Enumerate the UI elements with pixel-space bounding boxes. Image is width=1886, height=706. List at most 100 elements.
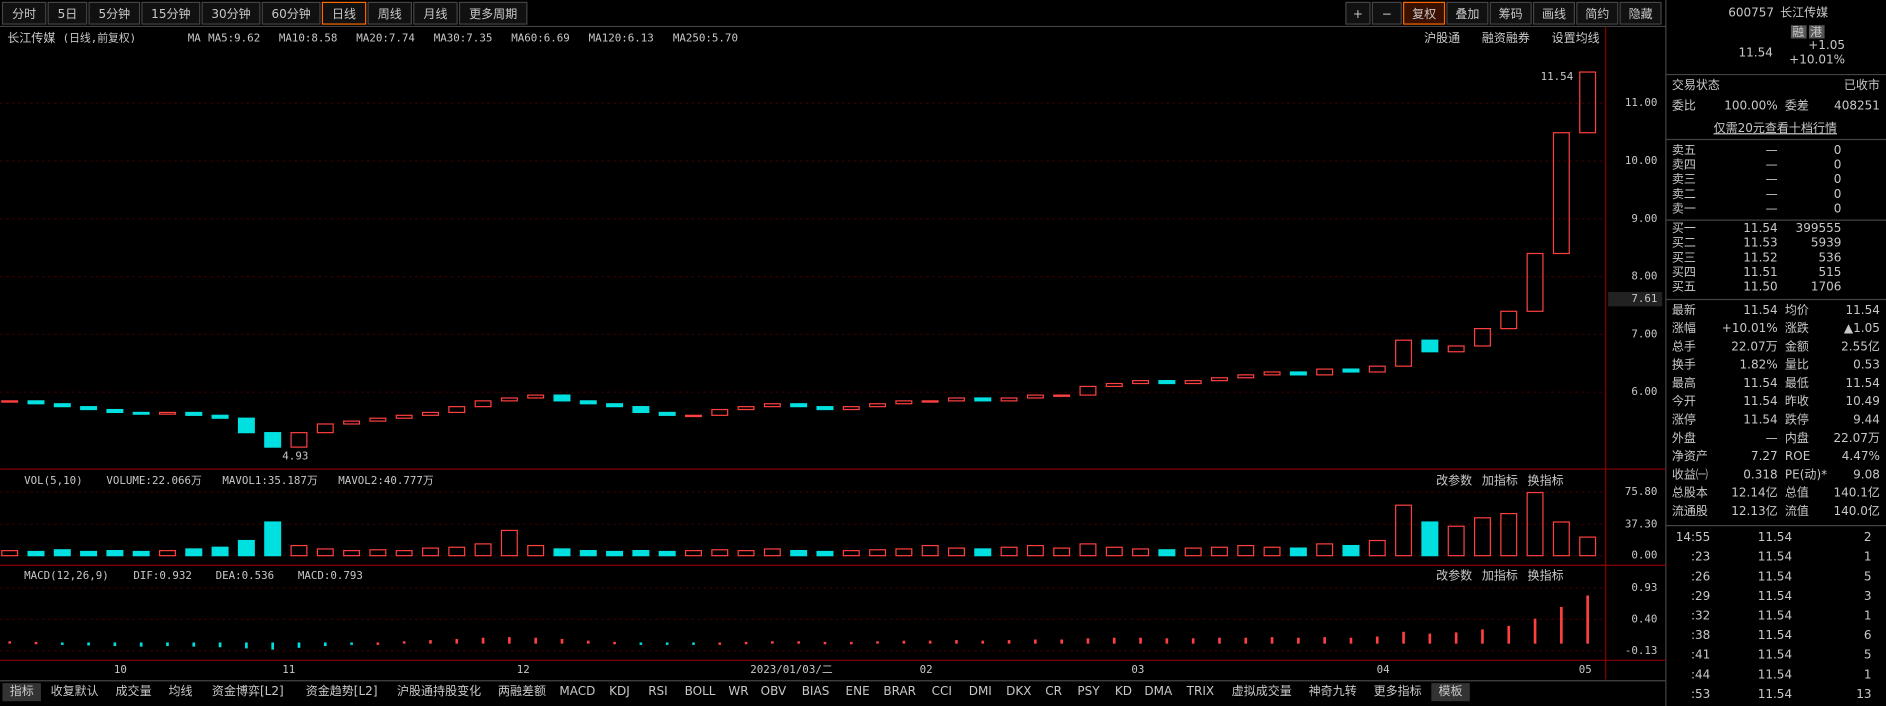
bottom-tab[interactable]: ENE xyxy=(846,684,870,698)
bottom-tab[interactable]: DMI xyxy=(969,684,992,698)
tool-label[interactable]: 叠加 xyxy=(1455,7,1479,21)
tool-label[interactable]: 画线 xyxy=(1542,7,1566,21)
period-label[interactable]: 更多周期 xyxy=(469,7,517,21)
tool-button[interactable] xyxy=(1345,1,1371,25)
bottom-tab[interactable]: PSY xyxy=(1077,684,1100,698)
tool-button[interactable] xyxy=(1619,1,1662,25)
bottom-tab[interactable]: 神奇九转 xyxy=(1309,683,1357,698)
bottom-tab[interactable]: 收复默认 xyxy=(51,683,99,698)
period-label[interactable]: 60分钟 xyxy=(271,6,310,21)
bottom-tab[interactable]: DKX xyxy=(1006,684,1031,698)
tool-label[interactable]: 复权 xyxy=(1412,7,1436,21)
book-level: 买二 xyxy=(1672,236,1696,250)
candle xyxy=(1342,368,1360,373)
period-button[interactable] xyxy=(321,1,367,25)
macd-bar xyxy=(402,641,406,644)
book-price: — xyxy=(1766,172,1778,186)
tool-label[interactable]: 筹码 xyxy=(1499,7,1523,21)
macd-bar xyxy=(586,640,590,644)
x-tick-label: 2023/01/03/二 xyxy=(750,663,833,676)
book-volume: 515 xyxy=(1818,265,1841,279)
panel-link[interactable]: 改参数 xyxy=(1436,568,1472,583)
tool-label[interactable]: + xyxy=(1353,7,1363,21)
bottom-tab[interactable]: BRAR xyxy=(883,684,916,698)
bottom-tab[interactable]: 成交量 xyxy=(116,683,152,698)
stat-label: 流通股 xyxy=(1672,504,1708,518)
volume-bar xyxy=(264,521,282,557)
bottom-tab[interactable]: OBV xyxy=(761,684,787,698)
period-label[interactable]: 5日 xyxy=(58,7,78,21)
period-label[interactable]: 日线 xyxy=(332,7,356,21)
bottom-tab[interactable]: CR xyxy=(1045,684,1062,698)
volume-bar xyxy=(1368,539,1386,557)
panel-link[interactable]: 换指标 xyxy=(1528,473,1564,488)
period-button[interactable] xyxy=(47,1,88,25)
tool-button[interactable] xyxy=(1489,1,1532,25)
bottom-tab[interactable]: TRIX xyxy=(1186,684,1214,698)
volume-bar xyxy=(895,548,913,557)
tool-label[interactable]: 隐藏 xyxy=(1629,7,1653,21)
period-label[interactable]: 15分钟 xyxy=(151,6,190,21)
bottom-tab[interactable]: 更多指标 xyxy=(1374,683,1422,698)
panel-link[interactable]: 加指标 xyxy=(1482,473,1518,488)
macd-bar xyxy=(8,641,12,644)
bottom-tab[interactable]: BOLL xyxy=(685,684,716,698)
period-label[interactable]: 周线 xyxy=(378,7,402,21)
bottom-tab[interactable]: 均线 xyxy=(168,684,192,698)
macd-bar xyxy=(981,640,985,644)
period-label[interactable]: 5分钟 xyxy=(98,6,130,21)
candle xyxy=(1526,252,1544,312)
stat-label: ROE xyxy=(1785,449,1810,463)
bottom-tab[interactable]: CCI xyxy=(932,684,952,698)
bottom-tab[interactable]: 指标 xyxy=(10,683,34,698)
book-price: 11.51 xyxy=(1743,265,1777,279)
volume-bar xyxy=(684,550,702,557)
indicator-header: VOL(5,10) xyxy=(24,474,83,487)
y-tick-label: 75.80 xyxy=(1625,485,1658,498)
bottom-tab[interactable]: KD xyxy=(1115,684,1132,698)
tool-label[interactable]: 简约 xyxy=(1585,6,1609,21)
tool-button[interactable] xyxy=(1576,1,1619,25)
tool-button[interactable] xyxy=(1403,1,1446,25)
bottom-tab[interactable]: 资金博弈[L2] xyxy=(212,683,284,698)
trade-time: :23 xyxy=(1691,550,1710,564)
trade-price: 11.54 xyxy=(1758,667,1792,681)
panel-link[interactable]: 改参数 xyxy=(1436,473,1472,488)
chart-link[interactable]: 设置均线 xyxy=(1552,31,1600,45)
bottom-tab[interactable]: MACD xyxy=(559,684,595,698)
tool-button[interactable] xyxy=(1371,1,1402,25)
tool-label[interactable]: − xyxy=(1382,7,1392,21)
period-button[interactable] xyxy=(367,1,412,25)
period-button[interactable] xyxy=(261,1,321,25)
bottom-tab[interactable]: 虚拟成交量 xyxy=(1232,683,1292,698)
panel-link[interactable]: 换指标 xyxy=(1528,568,1564,583)
period-button[interactable] xyxy=(88,1,141,25)
bottom-tab[interactable]: WR xyxy=(728,684,748,698)
bottom-tab[interactable]: 资金趋势[L2] xyxy=(306,683,378,698)
bottom-tab[interactable]: 模板 xyxy=(1439,684,1463,698)
period-label[interactable]: 30分钟 xyxy=(211,6,250,21)
macd-bar xyxy=(1297,637,1300,644)
tool-button[interactable] xyxy=(1446,1,1489,25)
upgrade-link[interactable]: 仅需20元查看十档行情 xyxy=(1714,121,1837,135)
bottom-tab[interactable]: 两融差额 xyxy=(498,684,546,698)
period-label[interactable]: 月线 xyxy=(423,7,447,21)
bottom-tab[interactable]: RSI xyxy=(648,684,668,698)
period-button[interactable] xyxy=(141,1,201,25)
macd-bar xyxy=(166,642,169,647)
bottom-tab[interactable]: DMA xyxy=(1144,684,1173,698)
period-button[interactable] xyxy=(1,1,47,25)
period-button[interactable] xyxy=(201,1,261,25)
period-button[interactable] xyxy=(458,1,528,25)
bottom-tab[interactable]: 沪股通持股变化 xyxy=(397,683,481,698)
volume-bar xyxy=(1421,521,1439,557)
panel-link[interactable]: 加指标 xyxy=(1482,568,1518,583)
bottom-tab[interactable]: BIAS xyxy=(802,684,830,698)
period-label[interactable]: 分时 xyxy=(12,7,36,21)
chart-link[interactable]: 沪股通 xyxy=(1424,31,1460,45)
period-button[interactable] xyxy=(413,1,458,25)
tool-button[interactable] xyxy=(1532,1,1576,25)
chart-link[interactable]: 融资融券 xyxy=(1482,30,1530,45)
bottom-tab[interactable]: KDJ xyxy=(609,684,630,698)
stat-label: 最低 xyxy=(1785,376,1809,390)
